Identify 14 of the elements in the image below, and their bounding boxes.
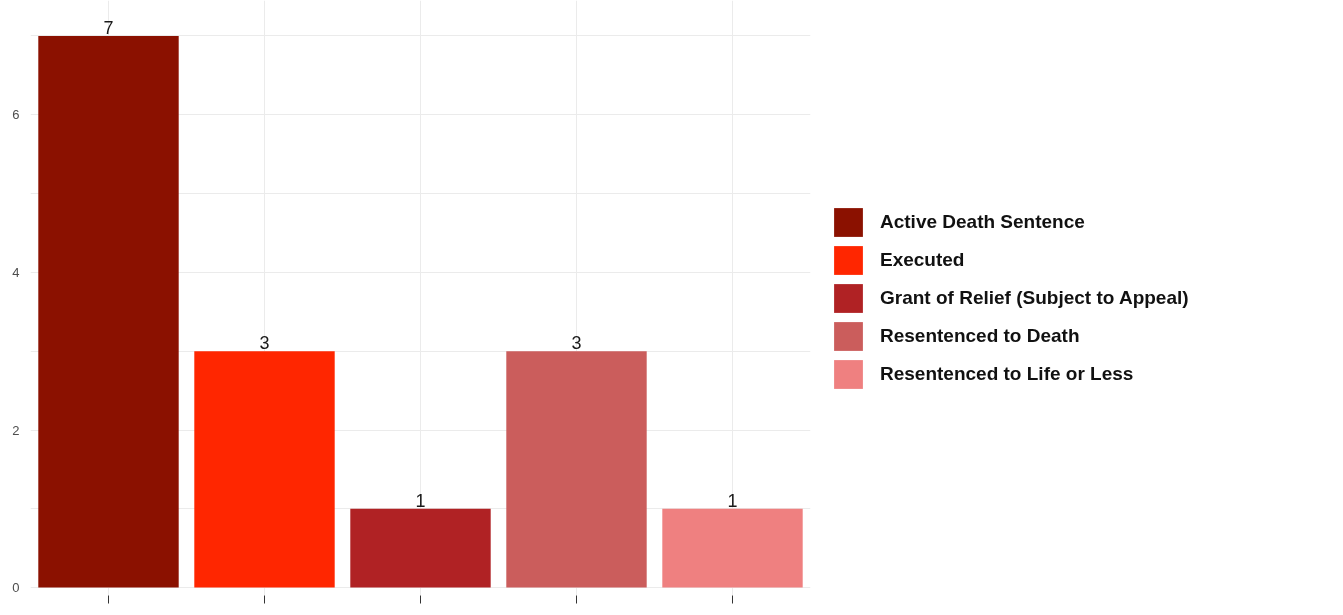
data-label: 3 <box>571 333 582 354</box>
y-tick-label: 0 <box>12 580 20 596</box>
legend-label: Executed <box>880 248 966 271</box>
data-label: 1 <box>727 490 738 511</box>
y-tick-label: 2 <box>12 422 20 438</box>
legend-label: Active Death Sentence <box>880 210 1086 233</box>
data-label: 7 <box>103 17 114 38</box>
y-tick-label: 4 <box>12 264 20 280</box>
data-label: 1 <box>415 490 426 511</box>
legend-label: Grant of Relief (Subject to Appeal) <box>880 286 1189 309</box>
legend-label: Resentenced to Life or Less <box>880 362 1135 385</box>
legend-label: Resentenced to Death <box>880 324 1081 347</box>
data-label: 3 <box>259 333 270 354</box>
y-tick-label: 6 <box>12 107 20 123</box>
